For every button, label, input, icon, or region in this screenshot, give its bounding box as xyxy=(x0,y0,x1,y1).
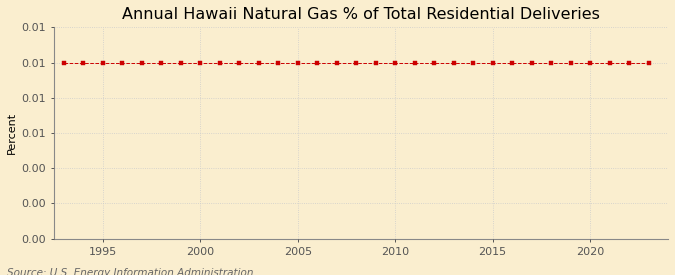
Text: Source: U.S. Energy Information Administration: Source: U.S. Energy Information Administ… xyxy=(7,268,253,275)
Y-axis label: Percent: Percent xyxy=(7,112,17,154)
Title: Annual Hawaii Natural Gas % of Total Residential Deliveries: Annual Hawaii Natural Gas % of Total Res… xyxy=(122,7,600,22)
